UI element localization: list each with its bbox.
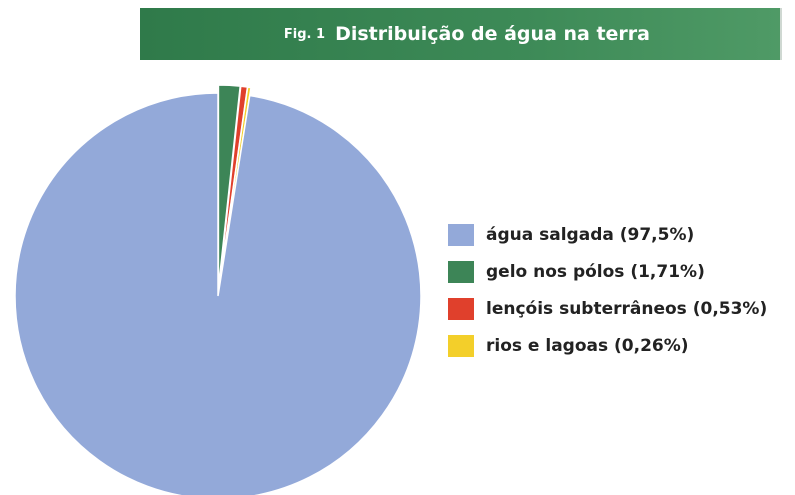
legend-label: água salgada (97,5%) — [486, 224, 695, 245]
legend-swatch — [448, 260, 474, 283]
chart-title: Distribuição de água na terra — [335, 23, 650, 45]
pie-slice-água-salgada — [14, 92, 422, 495]
legend-item-lencois-subterraneos: lençóis subterrâneos (0,53%) — [448, 294, 767, 323]
legend-swatch — [448, 334, 474, 357]
figure-number: Fig. 1 — [283, 26, 326, 42]
legend: água salgada (97,5%) gelo nos pólos (1,7… — [448, 220, 767, 368]
legend-swatch — [448, 297, 474, 320]
legend-label: lençóis subterrâneos (0,53%) — [486, 298, 768, 319]
legend-item-agua-salgada: água salgada (97,5%) — [448, 220, 767, 249]
legend-item-gelo-nos-polos: gelo nos pólos (1,71%) — [448, 257, 767, 286]
legend-label: rios e lagoas (0,26%) — [486, 335, 689, 356]
legend-swatch — [448, 223, 474, 246]
figure-header: Fig. 1 Distribuição de água na terra — [140, 8, 780, 60]
legend-item-rios-e-lagoas: rios e lagoas (0,26%) — [448, 331, 767, 360]
legend-label: gelo nos pólos (1,71%) — [486, 261, 705, 282]
header-tab — [780, 8, 795, 60]
